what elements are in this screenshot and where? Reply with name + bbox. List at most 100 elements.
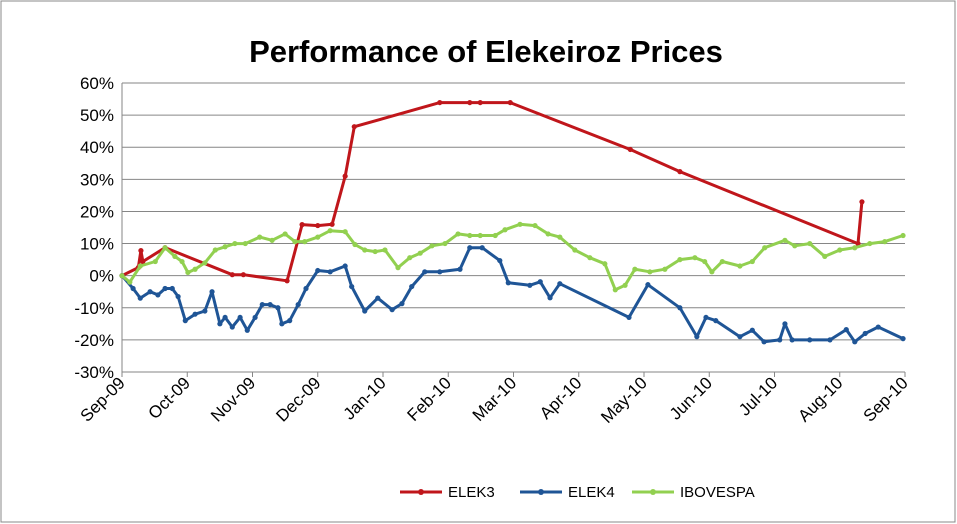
data-point xyxy=(527,282,533,288)
data-point xyxy=(232,240,238,247)
data-point xyxy=(862,330,868,337)
data-point xyxy=(287,318,293,324)
data-point xyxy=(182,318,188,324)
data-point xyxy=(295,301,301,308)
y-tick-label: 30% xyxy=(80,170,114,189)
data-point xyxy=(789,337,795,343)
data-point xyxy=(284,278,290,284)
data-point xyxy=(467,245,473,251)
data-point xyxy=(329,221,335,227)
series-line xyxy=(120,246,904,344)
data-point xyxy=(192,311,198,317)
data-point xyxy=(372,248,378,255)
data-point xyxy=(517,221,523,227)
data-point xyxy=(229,324,235,330)
data-point xyxy=(155,292,161,298)
data-point xyxy=(843,327,849,333)
data-point xyxy=(267,301,273,308)
data-point xyxy=(362,308,368,314)
data-point xyxy=(327,269,333,275)
data-point xyxy=(422,269,428,275)
data-point xyxy=(537,279,543,285)
y-tick-label: 20% xyxy=(80,202,114,221)
data-point xyxy=(417,250,423,256)
data-point xyxy=(152,258,158,265)
data-point xyxy=(269,237,275,243)
data-point xyxy=(875,324,881,330)
data-point xyxy=(209,289,215,295)
data-point xyxy=(342,263,348,269)
data-point xyxy=(626,314,632,321)
data-point xyxy=(859,199,865,205)
data-point xyxy=(737,263,743,269)
data-point xyxy=(257,234,263,240)
data-point xyxy=(315,222,321,229)
data-point xyxy=(477,232,483,239)
data-point xyxy=(692,255,698,261)
data-point xyxy=(147,289,153,295)
y-tick-label: 50% xyxy=(80,106,114,125)
data-point xyxy=(737,334,743,340)
data-point xyxy=(882,239,888,245)
data-point xyxy=(492,232,498,239)
data-point xyxy=(222,314,228,321)
data-point xyxy=(212,247,218,253)
data-point xyxy=(867,240,873,247)
data-point xyxy=(694,334,700,340)
data-point xyxy=(362,247,368,253)
y-tick-label: -10% xyxy=(74,299,114,318)
data-point xyxy=(837,247,843,253)
data-point xyxy=(202,308,208,314)
data-point xyxy=(172,253,178,259)
data-point xyxy=(327,228,333,234)
data-point xyxy=(222,244,228,250)
data-point xyxy=(632,266,638,272)
data-point xyxy=(807,337,813,343)
data-point xyxy=(299,222,305,228)
data-point xyxy=(457,266,463,272)
legend-label: ELEK4 xyxy=(568,484,615,501)
data-point xyxy=(162,285,168,292)
data-point xyxy=(677,169,683,175)
y-tick-label: 40% xyxy=(80,138,114,157)
data-point xyxy=(719,258,725,265)
legend-marker xyxy=(418,489,424,495)
legend-marker xyxy=(650,489,656,495)
data-point xyxy=(855,240,861,247)
data-point xyxy=(900,232,906,239)
data-point xyxy=(382,247,388,253)
data-point xyxy=(140,258,146,265)
data-point xyxy=(252,314,258,321)
data-point xyxy=(709,269,715,275)
data-point xyxy=(192,266,198,272)
data-point xyxy=(137,263,143,269)
data-point xyxy=(282,231,288,237)
data-point xyxy=(547,295,553,301)
data-point xyxy=(572,247,578,253)
data-point xyxy=(409,283,415,290)
data-point xyxy=(175,293,181,300)
data-point xyxy=(259,301,265,308)
legend-marker xyxy=(538,489,544,495)
data-point xyxy=(479,245,485,251)
data-point xyxy=(429,243,435,249)
data-point xyxy=(807,240,813,247)
data-point xyxy=(137,295,143,301)
data-point xyxy=(702,258,708,265)
data-point xyxy=(477,99,483,106)
data-point xyxy=(229,272,235,278)
data-point xyxy=(677,305,683,311)
data-point xyxy=(302,239,308,245)
data-point xyxy=(303,285,309,292)
data-point xyxy=(645,282,651,288)
data-point xyxy=(627,146,633,153)
data-point xyxy=(162,245,168,251)
data-point xyxy=(437,269,443,275)
data-point xyxy=(762,245,768,251)
data-point xyxy=(852,245,858,251)
data-point xyxy=(342,229,348,235)
data-point xyxy=(455,231,461,237)
data-point xyxy=(315,267,321,274)
